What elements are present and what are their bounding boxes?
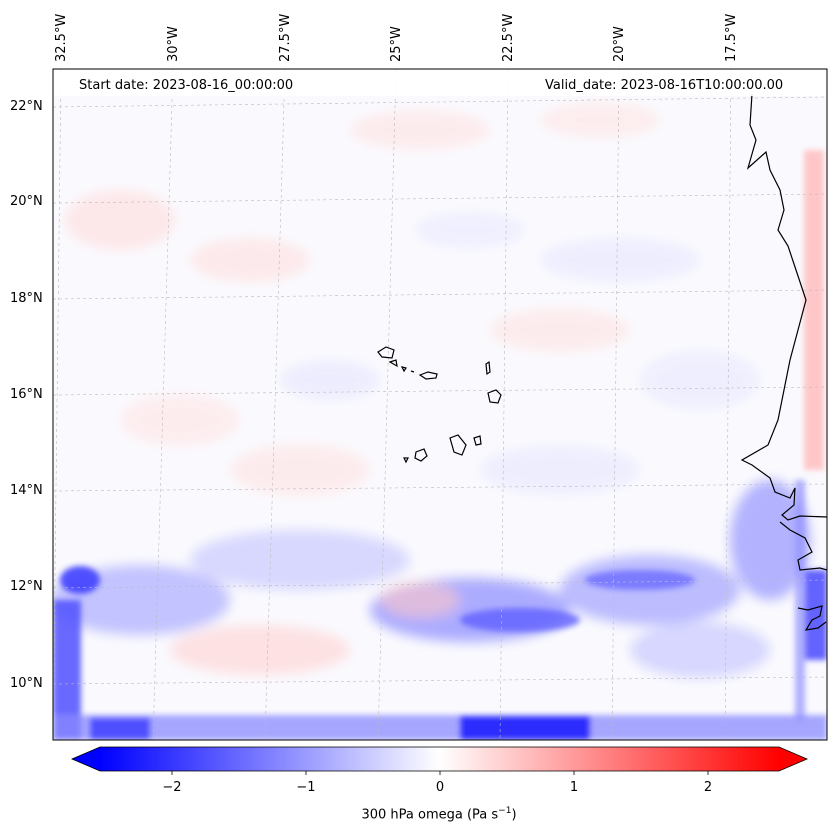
lat-label: 16°N: [10, 387, 43, 402]
coastline: [740, 93, 827, 571]
colorbar-title-exponent: −1: [498, 806, 512, 816]
lat-label: 10°N: [10, 676, 43, 691]
map-frame: [52, 68, 828, 741]
start-date-label: Start date: 2023-08-16_00:00:00: [79, 78, 294, 93]
colorbar-tick-label: 2: [703, 780, 713, 795]
lat-label: 14°N: [10, 483, 43, 498]
lat-label: 18°N: [10, 291, 43, 306]
cape-verde-islands: [377, 346, 502, 464]
coastline-guinea: [797, 605, 827, 631]
lat-label: 12°N: [10, 579, 43, 594]
colorbar-tick-label: −1: [296, 780, 316, 795]
colorbar-title-text: 300 hPa omega (Pa s: [361, 807, 499, 823]
lat-label: 20°N: [10, 194, 43, 209]
colorbar-min-extension: [72, 747, 100, 771]
colorbar-outline: [70, 746, 809, 772]
colorbar-tick-label: 1: [569, 780, 579, 795]
valid-date-label: Valid_date: 2023-08-16T10:00:00.00: [545, 78, 784, 93]
colorbar-tick-label: −2: [162, 780, 182, 795]
colorbar-body: [100, 747, 779, 771]
header-box: [54, 70, 826, 96]
colorbar-ticks: [171, 771, 709, 775]
colorbar-tick-label: 0: [435, 780, 445, 795]
omega-field: [53, 69, 827, 740]
lat-label: 22°N: [10, 99, 43, 114]
colorbar: [70, 746, 809, 775]
graticule: [53, 69, 827, 740]
colorbar-title-close: ): [511, 807, 517, 823]
colorbar-title: 300 hPa omega (Pa s−1): [0, 806, 837, 822]
colorbar-max-extension: [779, 747, 807, 771]
